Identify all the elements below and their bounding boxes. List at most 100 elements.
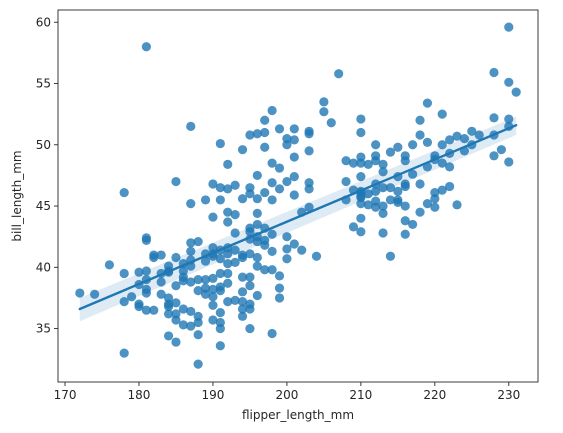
data-point: [141, 284, 151, 294]
data-point: [171, 337, 181, 347]
regression-line-layer: [78, 123, 518, 311]
data-point: [289, 172, 299, 182]
y-tick-label: 35: [36, 322, 51, 336]
data-point: [356, 172, 366, 182]
data-point: [459, 134, 470, 144]
data-point: [186, 199, 196, 209]
data-point: [393, 195, 403, 205]
data-point: [452, 200, 462, 210]
data-point: [415, 130, 425, 140]
data-point: [504, 157, 514, 167]
data-point: [141, 266, 151, 276]
data-point: [215, 138, 225, 149]
data-point: [326, 118, 336, 128]
data-point: [223, 259, 233, 269]
data-point: [260, 115, 270, 125]
data-point: [489, 151, 499, 161]
data-point: [356, 213, 366, 223]
data-point: [371, 151, 381, 161]
data-point: [297, 245, 307, 255]
data-point: [208, 292, 218, 302]
data-point: [260, 187, 270, 198]
data-point: [356, 127, 366, 138]
data-point: [223, 297, 233, 307]
data-point: [400, 179, 410, 189]
data-point: [237, 145, 248, 155]
data-point: [282, 176, 292, 187]
data-point: [348, 158, 359, 168]
data-point: [156, 250, 166, 260]
data-point: [149, 305, 159, 315]
data-point: [311, 251, 322, 261]
data-point: [230, 245, 240, 255]
data-point: [223, 159, 233, 169]
data-point: [385, 183, 396, 193]
data-point: [282, 244, 292, 254]
y-tick-label: 55: [36, 77, 51, 91]
data-point: [267, 105, 277, 116]
data-point: [208, 212, 218, 222]
data-point: [371, 186, 381, 196]
x-tick-label: 190: [201, 388, 224, 402]
data-point: [341, 176, 351, 187]
data-point: [252, 236, 262, 247]
data-point: [171, 309, 181, 319]
data-point: [215, 195, 225, 205]
data-point: [415, 207, 425, 217]
data-point: [393, 186, 403, 196]
data-point: [178, 320, 188, 330]
data-point: [171, 281, 181, 291]
data-point: [260, 127, 270, 138]
data-point: [119, 297, 129, 307]
data-point: [230, 257, 240, 268]
data-point: [104, 260, 114, 270]
data-point: [193, 285, 203, 296]
data-point: [400, 229, 410, 239]
data-point: [267, 246, 277, 256]
data-point: [186, 306, 196, 317]
data-point: [171, 176, 181, 187]
data-point: [378, 159, 388, 169]
data-point: [237, 272, 248, 282]
data-point: [245, 272, 255, 282]
data-point: [245, 189, 255, 199]
data-point: [237, 297, 248, 307]
data-point: [208, 243, 218, 253]
points-layer: [75, 22, 521, 369]
data-point: [156, 289, 166, 299]
data-point: [267, 178, 277, 188]
data-point: [378, 201, 388, 211]
data-point: [260, 142, 270, 152]
data-point: [489, 113, 499, 123]
data-point: [422, 98, 433, 108]
data-point: [430, 187, 440, 198]
data-point: [215, 285, 225, 296]
data-point: [511, 87, 521, 97]
data-point: [378, 208, 388, 218]
data-point: [504, 77, 514, 87]
data-point: [474, 130, 484, 140]
data-point: [415, 115, 425, 125]
data-point: [215, 183, 225, 193]
data-point: [171, 298, 181, 308]
data-point: [378, 228, 388, 238]
data-point: [252, 261, 262, 271]
data-point: [230, 180, 240, 190]
data-point: [149, 250, 159, 260]
data-point: [304, 126, 314, 136]
data-point: [245, 281, 255, 291]
data-point: [252, 252, 262, 263]
data-point: [186, 277, 196, 287]
data-point: [141, 42, 151, 52]
data-point: [178, 304, 188, 314]
data-point: [341, 156, 351, 166]
data-point: [356, 192, 366, 203]
data-point: [289, 152, 299, 162]
data-point: [274, 163, 285, 173]
data-point: [237, 252, 248, 263]
data-point: [186, 246, 196, 256]
data-point: [363, 159, 373, 169]
data-point: [252, 170, 262, 181]
data-point: [319, 107, 329, 117]
